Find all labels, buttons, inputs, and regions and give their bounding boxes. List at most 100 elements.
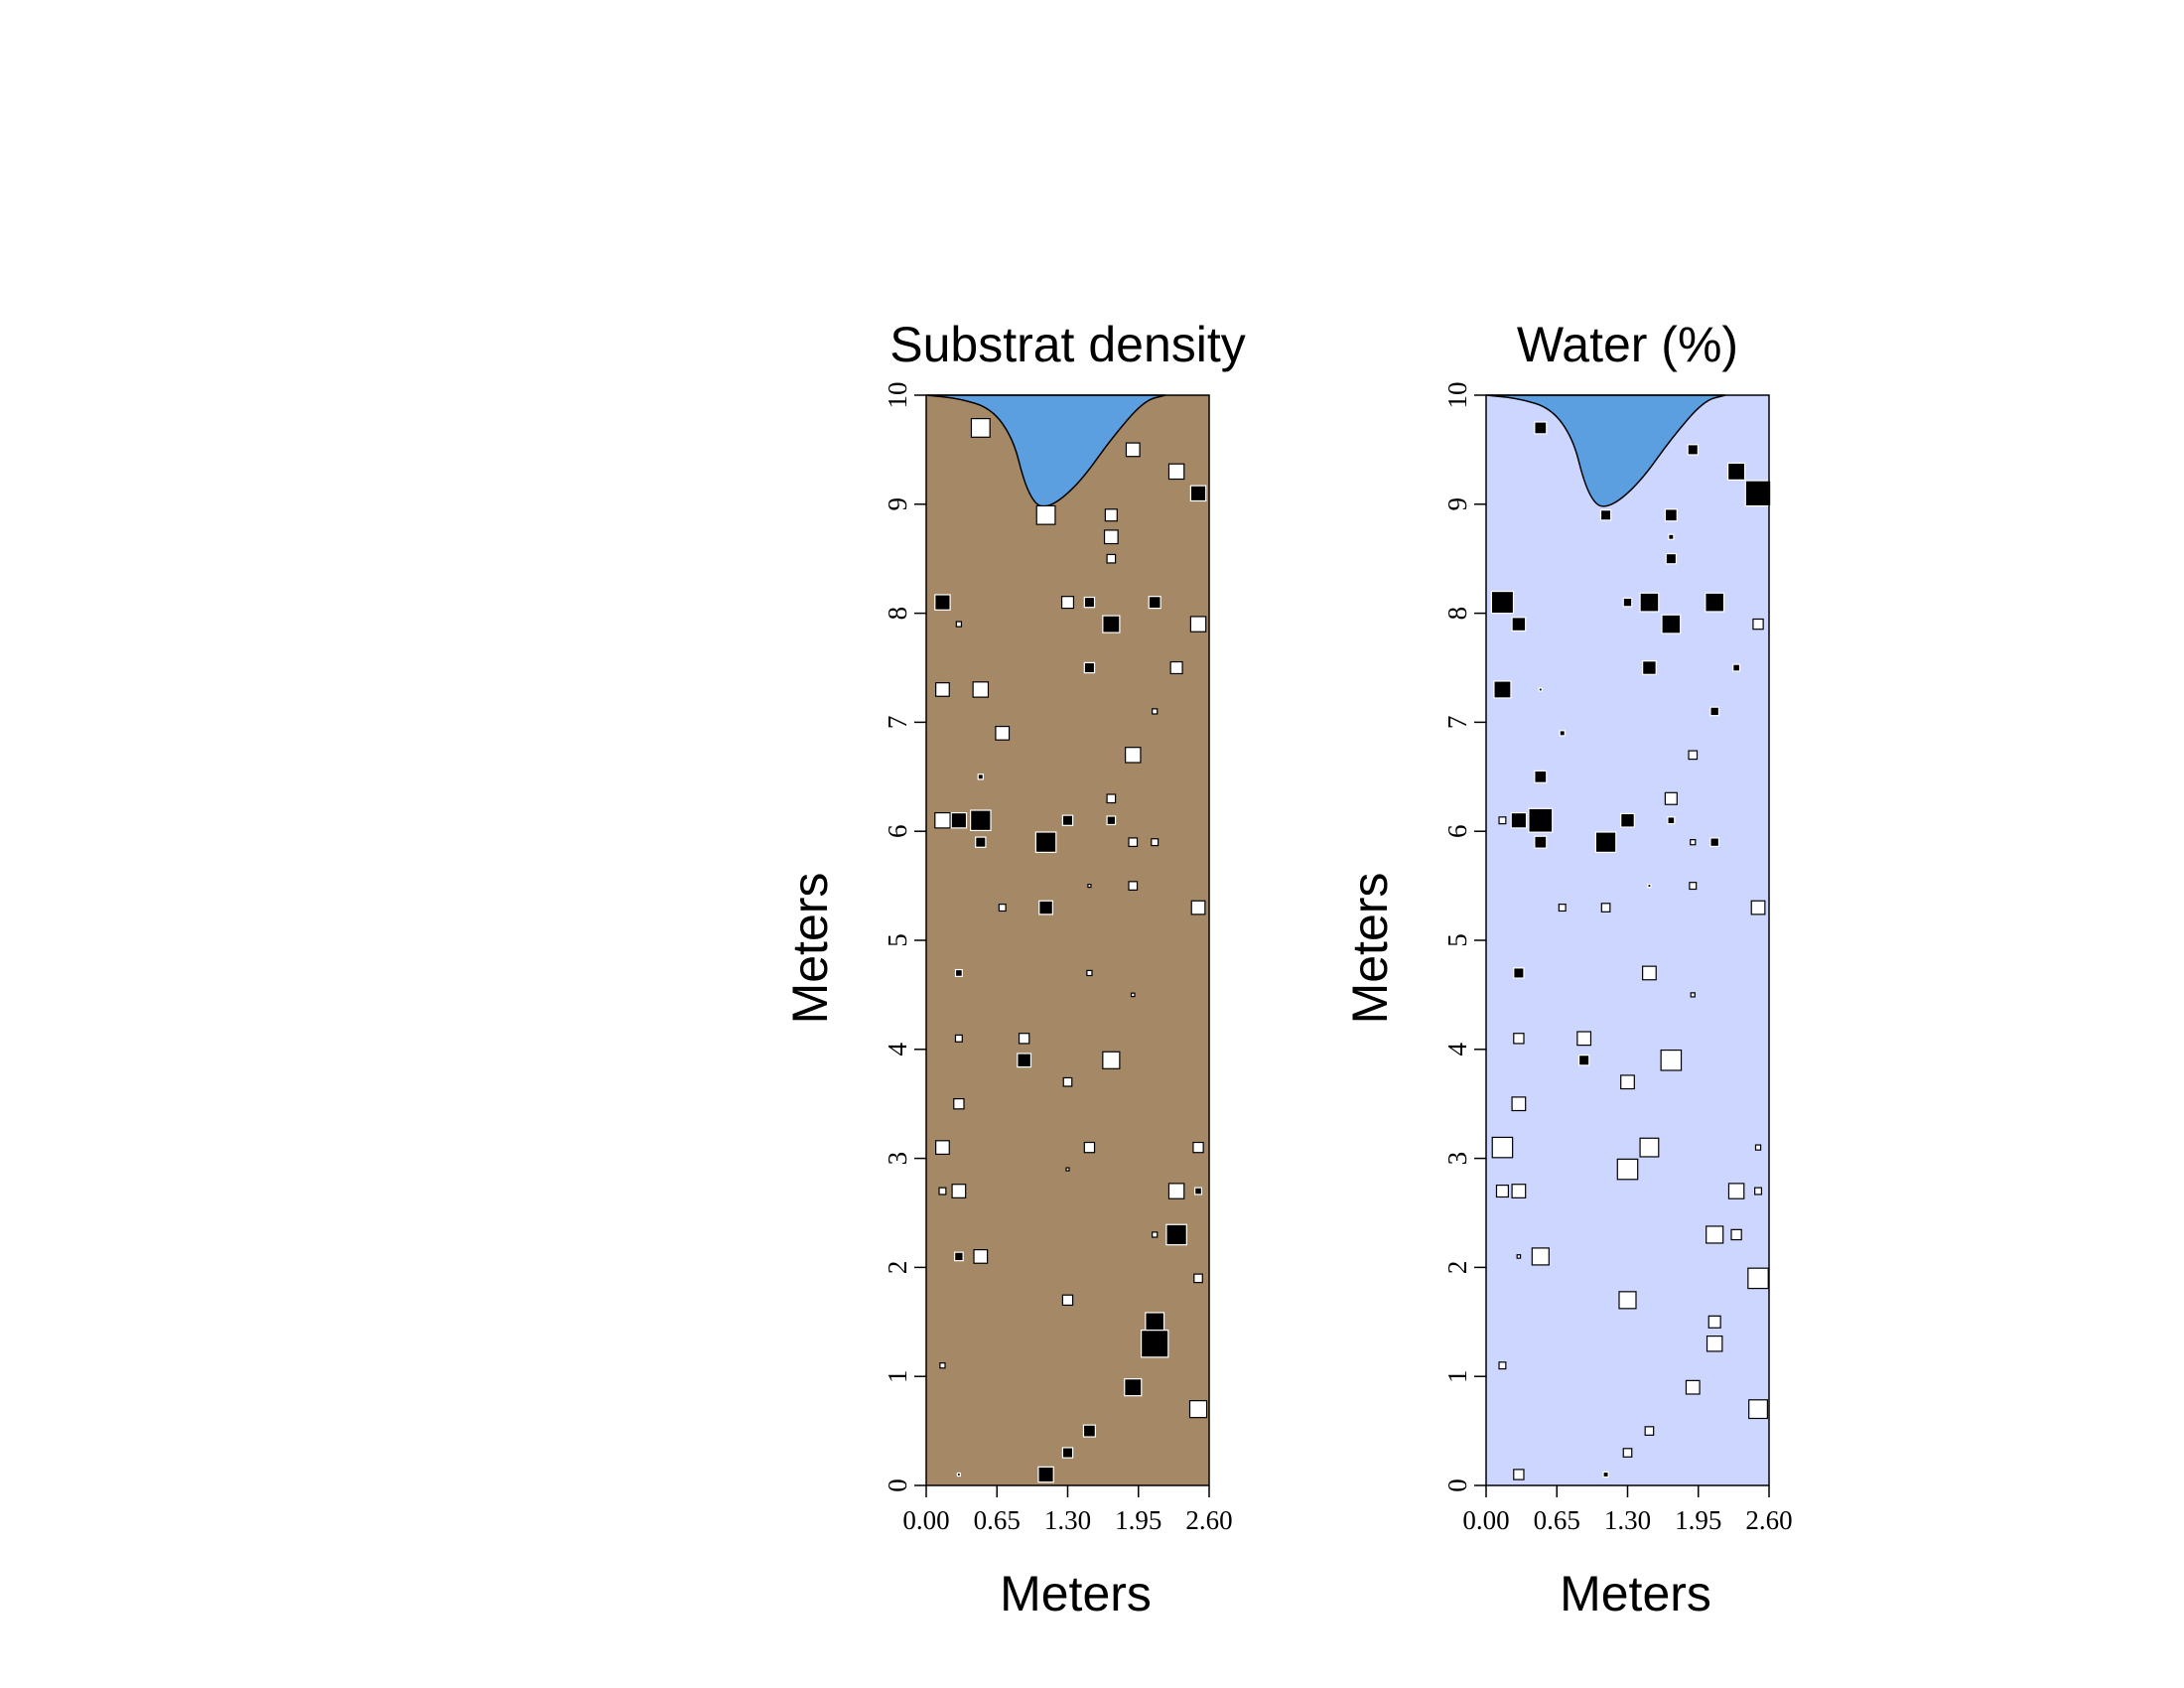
data-point bbox=[1747, 1267, 1769, 1290]
data-point bbox=[1493, 680, 1512, 699]
data-point bbox=[1511, 617, 1527, 632]
y-tick-label: 1 bbox=[1442, 1369, 1472, 1383]
data-point bbox=[1106, 793, 1117, 804]
data-point bbox=[1061, 1447, 1074, 1459]
data-point bbox=[1668, 533, 1675, 540]
y-tick-label: 3 bbox=[1442, 1152, 1472, 1166]
data-point bbox=[1665, 552, 1678, 565]
data-point bbox=[1145, 1312, 1165, 1333]
data-point bbox=[951, 1184, 967, 1198]
y-tick-label: 1 bbox=[883, 1369, 912, 1383]
data-point bbox=[1510, 811, 1528, 829]
data-point bbox=[1083, 661, 1096, 674]
pit-shape bbox=[1485, 394, 1726, 507]
data-point bbox=[1744, 480, 1772, 507]
y-tick-label: 9 bbox=[883, 497, 912, 511]
data-point bbox=[1594, 831, 1617, 853]
data-point bbox=[1102, 615, 1121, 633]
data-point bbox=[1034, 831, 1057, 853]
y-tick-label: 4 bbox=[883, 1043, 912, 1056]
data-point bbox=[1538, 687, 1543, 692]
data-point bbox=[1661, 614, 1682, 634]
data-point bbox=[998, 904, 1007, 913]
data-point bbox=[1534, 835, 1548, 849]
data-point bbox=[1642, 965, 1657, 981]
data-point bbox=[1513, 1469, 1525, 1480]
data-point bbox=[1534, 770, 1548, 783]
data-point bbox=[1193, 1273, 1203, 1284]
data-point bbox=[1128, 837, 1139, 848]
y-tick-label: 8 bbox=[883, 607, 912, 621]
data-point bbox=[1511, 1184, 1527, 1198]
data-point bbox=[1559, 730, 1566, 737]
data-point bbox=[1061, 814, 1074, 826]
data-point bbox=[1128, 881, 1139, 891]
x-tick-label: 0.65 bbox=[974, 1505, 1021, 1535]
y-tick-label: 6 bbox=[1442, 824, 1472, 838]
data-point bbox=[1106, 553, 1117, 564]
data-point bbox=[1490, 590, 1515, 615]
data-point bbox=[1104, 508, 1118, 522]
data-point bbox=[1730, 1228, 1742, 1241]
y-tick-label: 2 bbox=[1442, 1261, 1472, 1275]
data-point bbox=[1495, 1184, 1509, 1198]
data-point bbox=[1491, 1136, 1514, 1159]
data-point bbox=[1062, 1076, 1073, 1087]
data-point bbox=[1709, 837, 1720, 848]
y-tick-label: 5 bbox=[1442, 933, 1472, 947]
data-point bbox=[1576, 1031, 1592, 1047]
data-point bbox=[1192, 1141, 1204, 1154]
data-point bbox=[1727, 462, 1746, 481]
data-point bbox=[1647, 883, 1652, 889]
x-tick-label: 1.95 bbox=[1115, 1505, 1161, 1535]
data-point bbox=[1639, 1137, 1660, 1158]
data-point bbox=[1727, 1183, 1745, 1199]
y-tick-label: 9 bbox=[1442, 497, 1472, 511]
data-point bbox=[1644, 1426, 1655, 1436]
data-point bbox=[1688, 750, 1699, 761]
x-axis-label: Meters bbox=[1000, 1566, 1152, 1621]
data-point bbox=[1752, 618, 1764, 631]
data-point bbox=[1148, 596, 1161, 610]
data-point bbox=[953, 1097, 965, 1110]
data-point bbox=[1167, 463, 1185, 481]
data-point bbox=[1685, 1379, 1701, 1395]
data-point bbox=[1194, 1187, 1203, 1196]
data-point bbox=[1689, 882, 1698, 891]
data-point bbox=[1038, 900, 1053, 915]
y-tick-label: 4 bbox=[1442, 1043, 1472, 1056]
x-tick-label: 0.00 bbox=[902, 1505, 949, 1535]
data-point bbox=[1622, 597, 1633, 608]
data-point bbox=[1754, 1187, 1763, 1196]
plot-background bbox=[926, 395, 1209, 1485]
data-point bbox=[1599, 509, 1612, 521]
x-tick-label: 2.60 bbox=[1185, 1505, 1232, 1535]
data-point bbox=[1706, 1225, 1724, 1244]
data-point bbox=[1577, 1055, 1590, 1066]
data-point bbox=[950, 811, 968, 829]
data-point bbox=[1639, 592, 1660, 613]
y-axis-label: Meters bbox=[1342, 873, 1398, 1025]
data-point bbox=[1103, 529, 1119, 545]
data-point bbox=[1188, 1400, 1208, 1419]
data-point bbox=[975, 836, 987, 848]
data-point bbox=[1664, 508, 1678, 522]
data-point bbox=[1125, 442, 1141, 458]
y-tick-label: 8 bbox=[1442, 607, 1472, 621]
y-tick-label: 10 bbox=[883, 382, 912, 409]
data-point bbox=[954, 1251, 964, 1262]
data-point bbox=[939, 1362, 946, 1369]
x-tick-label: 1.30 bbox=[1604, 1505, 1651, 1535]
plot-background bbox=[1486, 395, 1769, 1485]
data-point bbox=[1152, 1231, 1159, 1238]
data-point bbox=[995, 725, 1011, 741]
data-point bbox=[973, 1249, 989, 1264]
pit-shape bbox=[925, 394, 1166, 507]
x-axis-label: Meters bbox=[1560, 1566, 1711, 1621]
data-point bbox=[1618, 1291, 1637, 1310]
data-point bbox=[1152, 708, 1159, 715]
data-point bbox=[1125, 747, 1142, 764]
data-point bbox=[1498, 816, 1507, 825]
chart-title: Substrat density bbox=[889, 317, 1246, 372]
